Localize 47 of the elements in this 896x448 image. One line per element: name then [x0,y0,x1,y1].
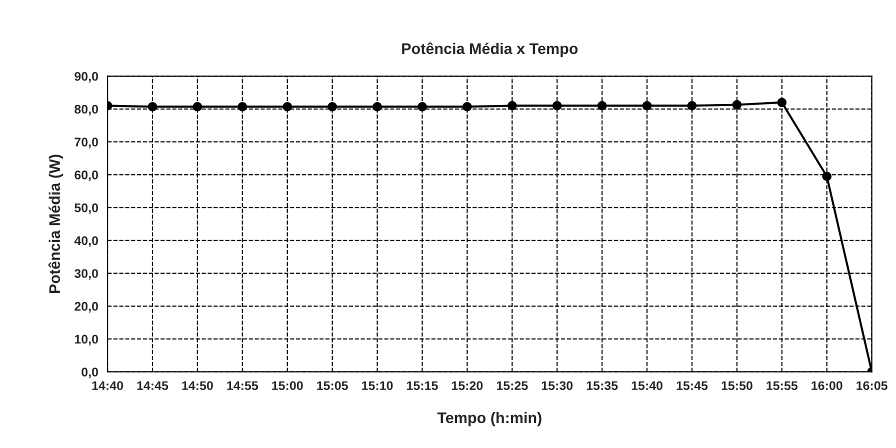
y-tick-label: 10,0 [74,334,98,346]
y-tick-label: 50,0 [74,203,98,214]
point [597,101,607,110]
point [328,102,337,112]
point [282,102,292,112]
point [732,100,742,110]
y-tick-label: 40,0 [74,236,98,247]
point [372,102,382,112]
x-tick-label: 15:15 [407,381,438,390]
point [822,172,832,182]
point [642,101,652,110]
x-tick-label: 16:00 [812,381,842,390]
x-tick-label: 15:35 [586,381,618,390]
y-tick-label: 30,0 [74,269,98,280]
x-tick-label: 15:30 [542,381,573,390]
y-tick-label: 60,0 [74,170,98,182]
point [552,101,562,110]
x-tick-label: 15:20 [452,381,483,390]
x-tick-label: 15:50 [722,381,752,390]
x-tick-label: 15:05 [317,381,348,390]
x-tick-label: 15:10 [362,381,393,390]
y-tick-label: 20,0 [74,302,98,313]
y-tick-label: 0,0 [82,368,98,378]
chart-title: Potência Média x Tempo [402,42,578,58]
x-tick-label: 15:40 [632,381,662,390]
point [418,102,427,112]
y-tick-label: 70,0 [74,138,98,148]
point [507,101,517,110]
x-tick-label: 14:55 [227,381,258,390]
x-axis-title: Tempo (h:min) [437,412,542,426]
x-tick-label: 14:40 [92,381,123,390]
x-tick-label: 15:25 [496,381,528,390]
x-tick-label: 14:45 [137,381,168,390]
point [192,102,202,112]
x-tick-label: 16:05 [856,381,888,390]
point [462,102,472,112]
point [238,102,248,112]
x-tick-label: 15:45 [676,381,708,390]
y-axis-title: Potência Média (W) [48,154,64,294]
x-tick-label: 15:00 [272,381,303,390]
y-tick-label: 80,0 [74,104,98,116]
x-tick-label: 14:50 [182,381,213,390]
point [777,98,787,108]
x-tick-label: 15:55 [766,381,798,390]
point [687,101,697,110]
y-tick-label: 90,0 [74,72,98,83]
point [148,102,158,112]
